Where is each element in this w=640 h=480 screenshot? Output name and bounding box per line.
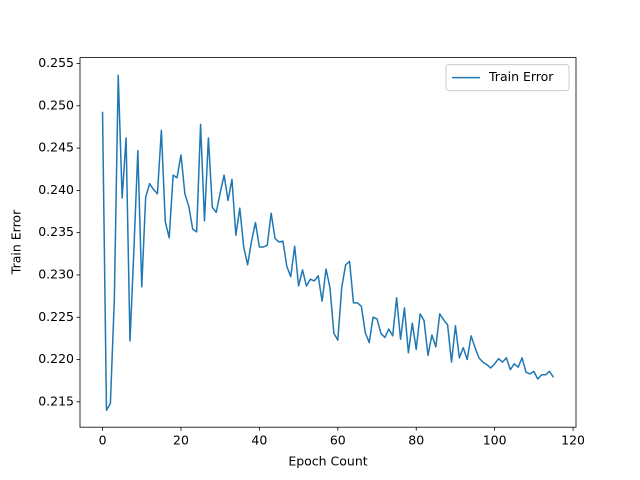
y-tick-label: 0.250: [38, 97, 74, 112]
y-tick-label: 0.255: [38, 55, 74, 70]
legend-box: [445, 64, 570, 92]
y-tick-label: 0.235: [38, 224, 74, 239]
y-tick-label: 0.220: [38, 351, 74, 366]
y-tick-label: 0.225: [38, 309, 74, 324]
x-axis-label: Epoch Count: [288, 454, 367, 469]
x-tick-label: 20: [173, 433, 189, 448]
legend-label: Train Error: [488, 69, 554, 84]
line-series: [101, 74, 555, 412]
x-tick-label: 0: [99, 433, 107, 448]
x-tick-label: 100: [483, 433, 507, 448]
axes-frame: [79, 57, 577, 428]
y-tick-label: 0.245: [38, 140, 74, 155]
x-tick-label: 80: [408, 433, 424, 448]
y-tick-label: 0.240: [38, 182, 74, 197]
x-tick-label: 40: [251, 433, 267, 448]
y-axis-label: Train Error: [9, 209, 24, 275]
y-tick-label: 0.230: [38, 266, 74, 281]
y-tick-label: 0.215: [38, 393, 74, 408]
x-tick-label: 120: [561, 433, 585, 448]
x-tick-label: 60: [330, 433, 346, 448]
